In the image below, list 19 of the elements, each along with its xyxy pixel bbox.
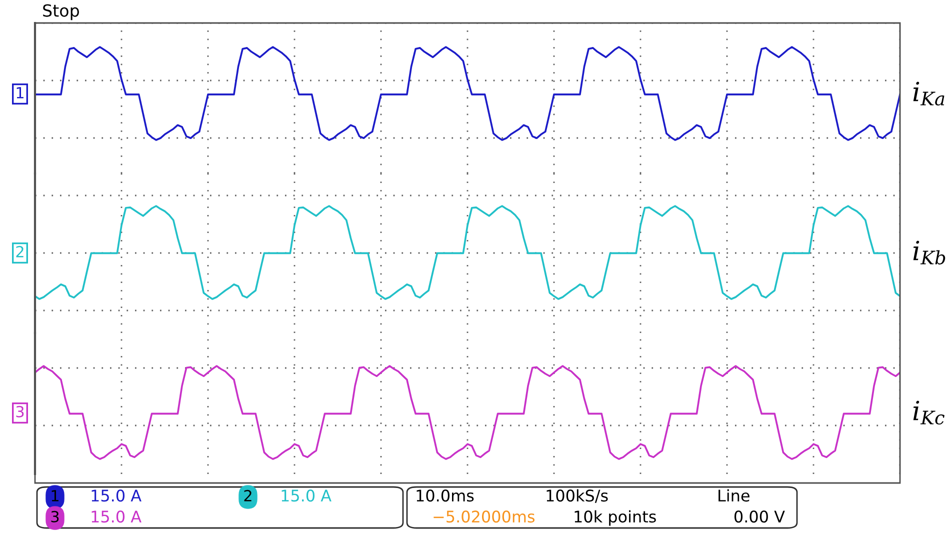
series-label: i$_{Kc}$ bbox=[913, 400, 944, 425]
text: −5.02000ms bbox=[434, 510, 535, 523]
text: 100kS/s bbox=[546, 489, 608, 503]
text: 0.00 V bbox=[734, 510, 785, 523]
text: 2 bbox=[244, 490, 252, 502]
series-label: i$_{Kb}$ bbox=[913, 240, 946, 265]
series-label: i$_{Ka}$ bbox=[913, 82, 944, 106]
text: 15.0 A bbox=[92, 490, 142, 502]
text: 10.0ms bbox=[416, 490, 474, 502]
text: Line bbox=[718, 489, 750, 502]
text: 15.0 A bbox=[92, 510, 142, 523]
text: 10k points bbox=[574, 510, 656, 526]
text: 2 bbox=[16, 246, 24, 258]
text: 3 bbox=[51, 510, 59, 522]
text: Stop bbox=[43, 4, 79, 20]
text: 15.0 A bbox=[282, 490, 332, 502]
text: 3 bbox=[16, 406, 24, 418]
text: 1 bbox=[52, 490, 58, 502]
text: 1 bbox=[16, 87, 24, 98]
